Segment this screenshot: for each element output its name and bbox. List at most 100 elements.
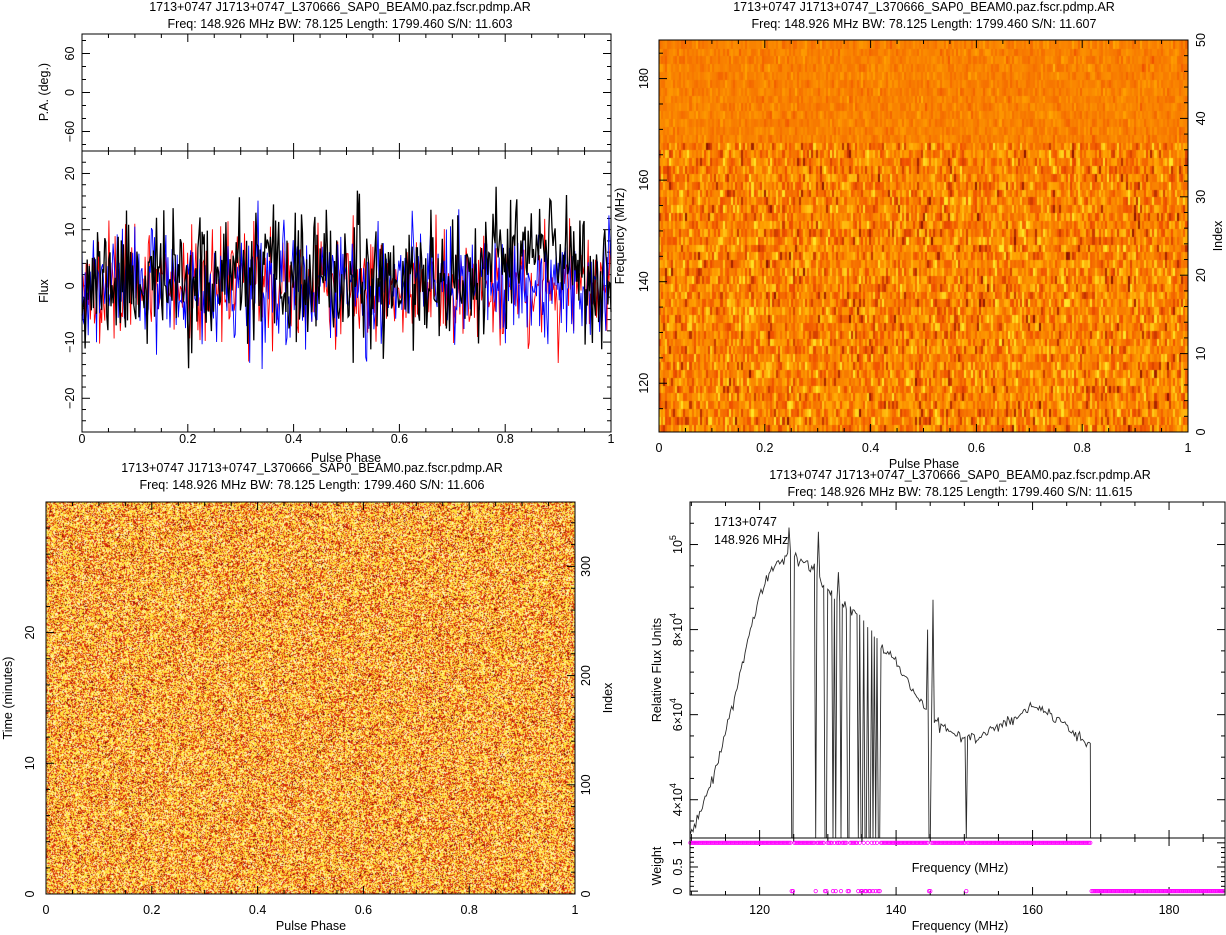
weight-point xyxy=(837,840,842,845)
weight-point xyxy=(833,888,838,894)
weight-point xyxy=(1096,888,1101,894)
weight-point xyxy=(766,840,772,845)
weight-point xyxy=(868,888,873,894)
weight-point xyxy=(996,840,1001,845)
weight-point xyxy=(798,840,804,845)
profile-title: 1713+0747 J1713+0747_L370666_SAP0_BEAM0.… xyxy=(149,0,531,14)
weight-point xyxy=(1162,888,1168,894)
y-tick-label: 6×104 xyxy=(668,698,685,731)
weight-point xyxy=(960,840,965,845)
weight-point xyxy=(856,888,861,894)
y-tick-label: 160 xyxy=(637,170,651,191)
weight-point xyxy=(1212,888,1217,894)
time-subtitle: Freq: 148.926 MHz BW: 78.125 Length: 179… xyxy=(140,478,485,492)
y2-tick-label: 30 xyxy=(1194,190,1208,204)
weight-point xyxy=(956,840,961,845)
weight-point xyxy=(957,840,962,845)
weight-point xyxy=(1078,840,1084,845)
weight-point xyxy=(756,840,761,845)
weight-point xyxy=(908,840,913,845)
weight-point xyxy=(712,840,717,845)
y-tick-label: 120 xyxy=(637,373,651,394)
weight-point xyxy=(792,840,797,845)
bandpass-xlabel: Frequency (MHz) xyxy=(912,919,1009,933)
weight-point xyxy=(1010,840,1016,845)
weight-point xyxy=(889,840,894,845)
weight-point xyxy=(1073,840,1078,845)
weight-point xyxy=(757,840,762,845)
weight-point xyxy=(830,888,836,894)
weight-point xyxy=(936,840,941,845)
weight-point xyxy=(716,840,721,845)
weight-point xyxy=(1085,840,1090,845)
y-tick-label: 20 xyxy=(23,626,37,640)
weight-point xyxy=(966,840,972,845)
y-tick-label: 105 xyxy=(668,535,685,554)
weight-point xyxy=(857,840,862,845)
weight-point xyxy=(974,840,980,845)
y2-tick-label: 100 xyxy=(579,774,593,795)
time-xlabel: Pulse Phase xyxy=(276,919,346,933)
weight-point xyxy=(869,840,874,845)
y-tick-label: −60 xyxy=(63,121,77,142)
y-tick-label: 10 xyxy=(23,756,37,770)
weight-point xyxy=(806,840,812,845)
weight-point xyxy=(846,888,852,894)
weight-point xyxy=(700,840,705,845)
weight-point xyxy=(1165,888,1170,894)
weight-point xyxy=(904,840,909,845)
weight-point xyxy=(1044,840,1049,845)
weight-point xyxy=(882,840,888,845)
weight-point xyxy=(926,888,932,894)
weight-point xyxy=(821,840,826,845)
weight-point xyxy=(694,840,700,845)
weight-point xyxy=(693,840,698,845)
weight-point xyxy=(1141,888,1146,894)
weight-point xyxy=(1201,888,1206,894)
weight-point xyxy=(1066,840,1072,845)
x-tick-label: 1 xyxy=(608,432,615,446)
weight-point xyxy=(1024,840,1029,845)
weight-point xyxy=(937,840,942,845)
weight-point xyxy=(701,840,706,845)
x-tick-label: 0.2 xyxy=(756,441,773,455)
weight-point xyxy=(1208,888,1213,894)
y-tick-label: 4×104 xyxy=(668,783,685,816)
weight-point xyxy=(906,840,912,845)
weight-point xyxy=(888,840,893,845)
weight-point xyxy=(829,840,834,845)
x-tick-label: 120 xyxy=(749,903,770,917)
weight-point xyxy=(1220,888,1225,894)
weight-point xyxy=(1140,888,1145,894)
weight-point xyxy=(1169,888,1174,894)
weight-point xyxy=(774,840,780,845)
weight-point xyxy=(973,840,978,845)
weight-point xyxy=(738,840,744,845)
y-tick-label: 180 xyxy=(637,68,651,89)
weight-point xyxy=(1016,840,1021,845)
weight-point xyxy=(1174,888,1180,894)
weight-point xyxy=(1097,888,1102,894)
y-tick-exponent: 4 xyxy=(668,783,678,788)
weight-point xyxy=(952,840,957,845)
weight-point xyxy=(822,888,828,894)
weight-point xyxy=(1197,888,1202,894)
weight-point xyxy=(938,840,944,845)
weight-point xyxy=(994,840,1000,845)
weight-point xyxy=(1069,840,1074,845)
weight-point xyxy=(1110,888,1116,894)
weight-point xyxy=(1126,888,1132,894)
weight-point xyxy=(1144,888,1149,894)
weight-point xyxy=(1032,840,1037,845)
weight-point xyxy=(932,840,937,845)
y-tick-label: −10 xyxy=(63,331,77,352)
weight-point xyxy=(772,840,777,845)
x-tick-label: 0.2 xyxy=(179,432,196,446)
weight-point xyxy=(929,840,934,845)
weight-point xyxy=(1218,888,1224,894)
weight-point xyxy=(1112,888,1117,894)
weight-point xyxy=(718,840,724,845)
weight-point xyxy=(690,840,696,845)
weight-point xyxy=(1186,888,1192,894)
x-tick-label: 0.8 xyxy=(461,903,478,917)
